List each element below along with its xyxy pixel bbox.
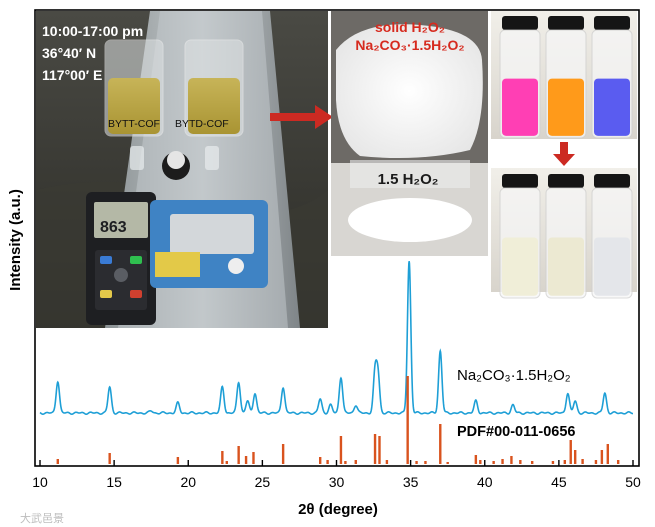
solid-label-line2: Na₂CO₃·1.5H₂O₂ [355, 37, 464, 53]
x-tick-label: 40 [477, 474, 493, 490]
reference-stick [344, 461, 347, 464]
photo-latitude: 36°40′ N [42, 45, 96, 61]
beaker-right [184, 39, 244, 137]
reference-stick [616, 460, 620, 464]
x-tick-label: 10 [32, 474, 48, 490]
series-label-na2co3: Na₂CO₃·1.5H₂O₂ [457, 367, 571, 384]
bottle-label: 1.5 H₂O₂ [378, 171, 439, 188]
watermark: 大武邑景 [20, 511, 64, 525]
reference-stick [563, 460, 567, 464]
series-layer [39, 261, 634, 464]
x-axis: 10 15 20 25 30 35 40 45 50 [32, 460, 641, 490]
x-tick-label: 30 [329, 474, 345, 490]
reference-stick [569, 440, 572, 464]
x-tick-label: 15 [106, 474, 122, 490]
reference-stick [606, 444, 609, 464]
reference-stick [56, 459, 59, 464]
vials-before [499, 16, 633, 139]
solar-power-meter [86, 192, 156, 325]
reference-stick [530, 461, 534, 464]
reference-stick [221, 451, 224, 464]
reference-stick [225, 461, 228, 464]
reference-stick [510, 456, 513, 464]
vial-liquid [502, 237, 538, 296]
reference-stick [415, 461, 418, 464]
red-arrow-right [270, 105, 333, 129]
reference-stick [439, 424, 442, 464]
x-tick-label: 45 [551, 474, 567, 490]
reference-stick [237, 446, 240, 464]
reference-stick [406, 376, 409, 464]
reference-stick [252, 452, 255, 464]
vials-after [499, 174, 633, 299]
reference-stick [479, 460, 482, 464]
y-axis-label: Intensity (a.u.) [7, 189, 24, 291]
vial-liquid [594, 237, 630, 296]
reference-stick [318, 457, 322, 464]
reference-stick [501, 459, 504, 464]
solid-h2o2-photo: solid H₂O₂ Na₂CO₃·1.5H₂O₂ 1.5 H₂O₂ [331, 11, 488, 256]
red-arrow-down [553, 142, 575, 166]
x-tick-label: 35 [403, 474, 419, 490]
vial-cap [594, 174, 630, 188]
solar-setup-photo: 10:00-17:00 pm 36°40′ N 117°00′ E BYTT-C… [36, 11, 328, 328]
reference-stick [281, 444, 285, 464]
reference-stick [108, 453, 111, 464]
reference-stick [378, 436, 381, 464]
reference-stick [594, 460, 598, 464]
vial-photo [491, 11, 637, 299]
x-tick-label: 50 [625, 474, 641, 490]
beaker-right-label: BYTD-COF [175, 118, 229, 130]
vial-cap [548, 174, 584, 188]
vial-cap [548, 16, 584, 30]
series-label-pdf: PDF#00-011-0656 [457, 424, 576, 440]
meter-reading: 863 [100, 219, 127, 236]
reference-stick [176, 457, 180, 464]
beaker-left-label: BYTT-COF [108, 118, 160, 130]
reference-stick [339, 436, 343, 464]
solid-label-line1: solid H₂O₂ [375, 19, 445, 35]
vial-liquid [594, 78, 630, 136]
vial-liquid [548, 78, 584, 136]
reference-stick [551, 461, 555, 464]
reference-stick [581, 459, 584, 464]
reference-stick [385, 460, 389, 464]
reference-stick [573, 450, 577, 464]
vial-cap [594, 16, 630, 30]
beaker-left [104, 39, 164, 137]
vial-cap [502, 16, 538, 30]
reference-stick [373, 434, 377, 464]
series-line-na2co3 [39, 261, 634, 416]
reference-stick [446, 462, 449, 464]
reference-stick [424, 461, 427, 464]
reference-stick [492, 461, 495, 464]
reference-stick [600, 450, 604, 464]
x-tick-label: 20 [180, 474, 196, 490]
vial-cap [502, 174, 538, 188]
x-axis-label: 2θ (degree) [298, 501, 378, 518]
vial-liquid [502, 78, 538, 136]
photo-time: 10:00-17:00 pm [42, 23, 143, 39]
reference-stick [354, 460, 357, 464]
reference-stick [326, 460, 329, 464]
vial-liquid [548, 237, 584, 296]
x-tick-label: 25 [255, 474, 271, 490]
photo-longitude: 117°00′ E [42, 67, 102, 83]
reference-stick [474, 455, 478, 464]
reference-stick [519, 460, 522, 464]
reference-stick [244, 456, 248, 464]
blue-device [150, 200, 268, 288]
